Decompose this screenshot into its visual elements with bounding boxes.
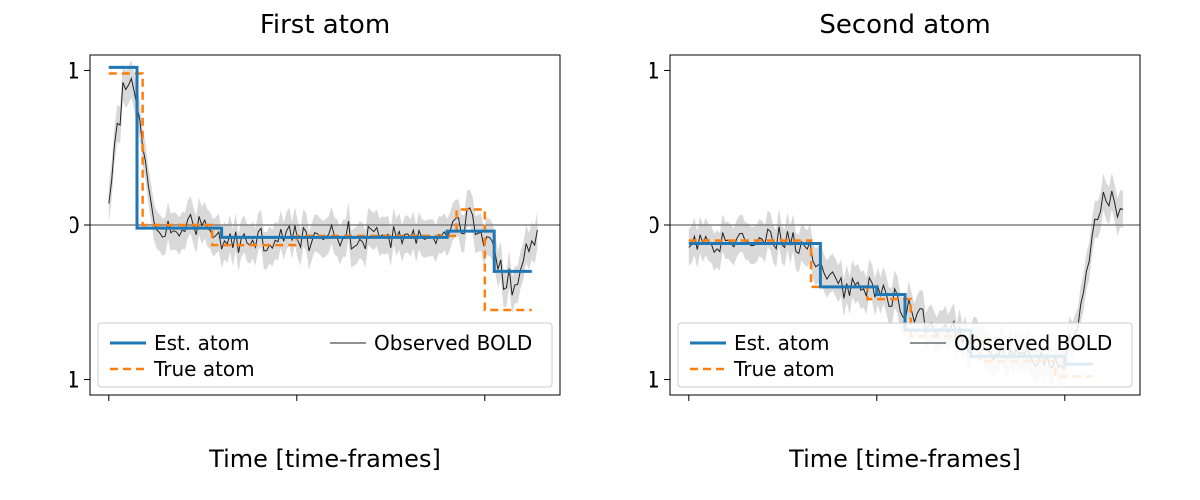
title-second-atom: Second atom	[819, 10, 990, 40]
ytick-label: −1	[70, 369, 80, 394]
xtick-label: 200	[464, 404, 506, 405]
ytick-label: 1	[650, 59, 660, 84]
panel-first-atom: −1 0 1 0 100 200 Est. atomTrue atom Observed BO…	[70, 45, 570, 405]
observed-bold-line	[109, 79, 538, 296]
chart-first-atom: −1 0 1 0 100 200 Est. atomTrue atom Observed BO…	[70, 45, 570, 405]
title-first-atom: First atom	[260, 10, 390, 40]
figure-root: −1010100200Est. atomTrue atomObserved BO…	[0, 0, 1200, 500]
legend-label: Observed BOLD	[374, 331, 532, 355]
observed-band	[109, 60, 538, 314]
legend-label: True atom	[733, 357, 835, 381]
xtick-label: 100	[856, 404, 898, 405]
xtick-label: 200	[1044, 404, 1086, 405]
legend-label: True atom	[153, 357, 255, 381]
ytick-label: 1	[70, 59, 80, 84]
xlabel-second: Time [time-frames]	[789, 445, 1021, 473]
xtick-label: 0	[102, 404, 116, 405]
legend-label: Observed BOLD	[954, 331, 1112, 355]
legend-label: Est. atom	[734, 331, 829, 355]
ytick-label: −1	[650, 369, 660, 394]
legend-label: Est. atom	[154, 331, 249, 355]
xtick-label: 100	[276, 404, 318, 405]
ytick-label: 0	[70, 214, 80, 239]
chart-second-atom: −1 0 1 0 100 200 Est. atomTrue atom Observed BO…	[650, 45, 1150, 405]
xlabel-first: Time [time-frames]	[209, 445, 441, 473]
ytick-label: 0	[650, 214, 660, 239]
panel-second-atom: −1 0 1 0 100 200 Est. atomTrue atom Observed BO…	[650, 45, 1150, 405]
xtick-label: 0	[682, 404, 696, 405]
